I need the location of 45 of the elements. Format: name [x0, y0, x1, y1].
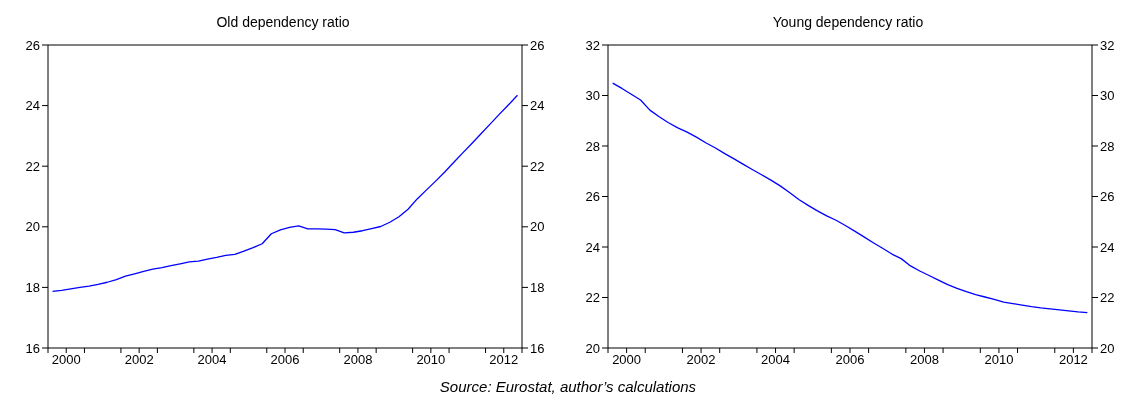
y2-tick-label: 20	[1100, 340, 1115, 356]
y-tick-label: 30	[585, 88, 600, 104]
x-tick-label: 2002	[124, 352, 154, 368]
y2-tick-label: 28	[1100, 138, 1115, 154]
x-tick-label: 2010	[984, 352, 1014, 368]
y-tick-label: 26	[25, 37, 40, 53]
y-tick-label: 24	[585, 239, 600, 255]
y-tick-label: 26	[585, 189, 600, 205]
x-tick-label: 2000	[612, 352, 642, 368]
source-note: Source: Eurostat, author’s calculations	[438, 378, 698, 395]
y2-tick-label: 22	[530, 158, 545, 174]
y2-tick-label: 22	[1100, 290, 1115, 306]
y2-tick-label: 20	[530, 219, 545, 235]
line-series	[612, 82, 1088, 314]
x-tick-label: 2010	[416, 352, 446, 368]
chart-title: Young dependency ratio	[771, 13, 925, 32]
y-tick-label: 22	[585, 290, 600, 306]
x-tick-label: 2006	[835, 352, 865, 368]
x-tick-label: 2008	[343, 352, 373, 368]
x-tick-label: 2008	[910, 352, 939, 368]
y2-tick-label: 24	[1100, 239, 1115, 255]
y-tick-label: 16	[25, 340, 40, 356]
y2-tick-label: 32	[1100, 37, 1115, 53]
y-tick-label: 22	[25, 158, 40, 174]
chart-title: Old dependency ratio	[215, 13, 351, 32]
y2-tick-label: 16	[530, 340, 545, 356]
x-tick-label: 2002	[686, 352, 716, 368]
y-tick-label: 20	[585, 340, 600, 356]
y2-tick-label: 26	[530, 37, 545, 53]
y2-tick-label: 18	[530, 280, 545, 296]
y2-tick-label: 24	[530, 98, 545, 114]
x-tick-label: 2004	[761, 352, 790, 368]
y-tick-label: 18	[25, 280, 40, 296]
line-series	[51, 94, 519, 292]
x-tick-label: 2004	[197, 352, 227, 368]
y-tick-label: 32	[585, 37, 600, 53]
x-tick-label: 2006	[270, 352, 300, 368]
x-tick-label: 2012	[489, 352, 519, 368]
y-tick-label: 28	[585, 138, 600, 154]
x-tick-label: 2000	[51, 352, 81, 368]
y-tick-label: 24	[25, 98, 40, 114]
y2-tick-label: 26	[1100, 189, 1115, 205]
y-tick-label: 20	[25, 219, 40, 235]
y2-tick-label: 30	[1100, 88, 1115, 104]
x-tick-label: 2012	[1058, 352, 1088, 368]
